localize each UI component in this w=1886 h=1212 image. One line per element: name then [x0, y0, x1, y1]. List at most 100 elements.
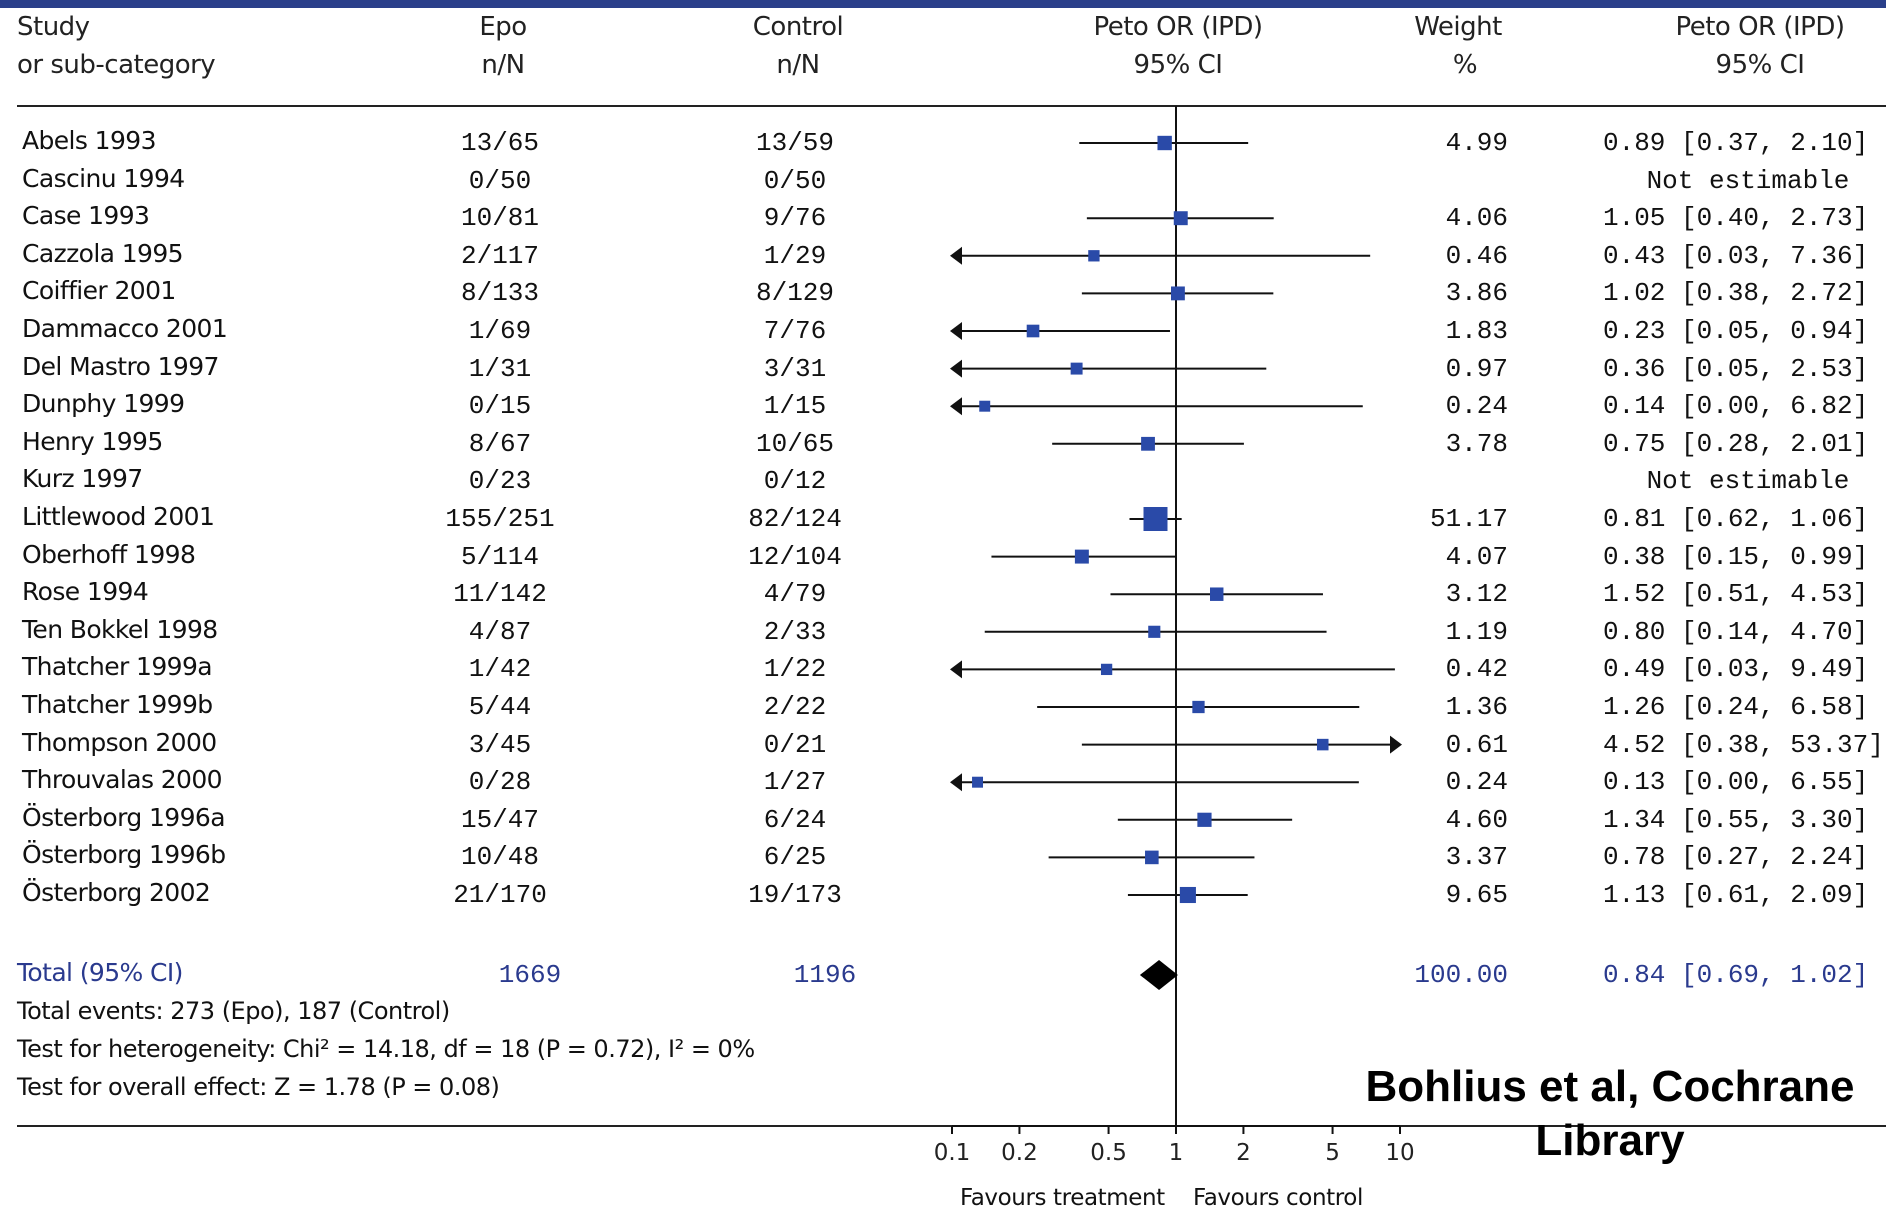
overall-effect-test: Test for overall effect: Z = 1.78 (P = 0…	[17, 1073, 500, 1101]
ci-text: 1.26 [0.24, 6.58]	[1603, 692, 1869, 722]
ci-text: 1.02 [0.38, 2.72]	[1603, 278, 1869, 309]
weight-value: 4.99	[1445, 128, 1508, 158]
ci-text: 1.05 [0.40, 2.73]	[1603, 203, 1869, 234]
total-epo: 1669	[498, 960, 562, 990]
control-count: 2/22	[763, 692, 827, 722]
weight-value: 0.42	[1445, 654, 1508, 685]
weight-value: 1.19	[1445, 616, 1508, 647]
epo-count: 1/42	[468, 654, 532, 685]
study-name: Thatcher 1999b	[22, 690, 213, 719]
study-name: Österborg 2002	[22, 878, 211, 907]
control-count: 0/50	[763, 165, 827, 196]
epo-count: 21/170	[453, 880, 547, 910]
ci-text: 0.75 [0.28, 2.01]	[1603, 428, 1869, 459]
point-estimate-square	[1157, 135, 1172, 151]
favours-treatment-label: Favours treatment	[960, 1185, 1165, 1211]
ci-text: 0.43 [0.03, 7.36]	[1603, 240, 1869, 271]
epo-count: 0/23	[468, 466, 532, 497]
study-name: Abels 1993	[22, 126, 157, 155]
epo-count: 4/87	[468, 616, 532, 647]
top-bar	[0, 0, 1886, 8]
control-count: 9/76	[763, 203, 827, 234]
epo-count: 10/81	[460, 203, 540, 234]
header-control: Control	[752, 12, 844, 42]
x-tick-label: 10	[1385, 1140, 1414, 1166]
ci-text: 0.81 [0.62, 1.06]	[1603, 504, 1869, 534]
study-name: Thatcher 1999a	[22, 652, 213, 682]
study-name: Österborg 1996b	[22, 840, 226, 870]
epo-count: 5/114	[460, 541, 540, 572]
header-subcategory: or sub-category	[17, 50, 216, 80]
control-count: 3/31	[763, 353, 827, 384]
study-name: Del Mastro 1997	[22, 351, 219, 381]
source-line-1: Bohlius et al, Cochrane	[1365, 1062, 1855, 1111]
control-count: 0/12	[763, 466, 827, 497]
ci-text: 0.36 [0.05, 2.53]	[1603, 353, 1869, 384]
x-tick-label: 2	[1236, 1140, 1251, 1166]
ci-arrow-left	[950, 359, 962, 378]
epo-count: 13/65	[460, 128, 540, 158]
point-estimate-square	[1100, 663, 1113, 676]
epo-count: 10/48	[460, 842, 540, 873]
epo-count: 0/50	[468, 165, 532, 196]
study-name: Dammacco 2001	[22, 314, 228, 343]
ci-text: 1.34 [0.55, 3.30]	[1603, 804, 1869, 835]
total-control: 1196	[793, 960, 857, 990]
ci-text: 0.80 [0.14, 4.70]	[1603, 616, 1869, 647]
epo-count: 15/47	[460, 804, 540, 835]
study-name: Dunphy 1999	[22, 389, 185, 419]
ci-text: 0.49 [0.03, 9.49]	[1603, 654, 1869, 685]
header-weight: Weight	[1414, 12, 1502, 42]
total-events: Total events: 273 (Epo), 187 (Control)	[17, 997, 450, 1025]
epo-count: 155/251	[445, 504, 555, 534]
study-name: Kurz 1997	[22, 464, 143, 494]
favours-control-label: Favours control	[1193, 1185, 1363, 1211]
point-estimate-square	[1141, 436, 1155, 451]
point-estimate-square	[1145, 850, 1159, 865]
weight-value: 4.07	[1445, 541, 1508, 572]
weight-value: 9.65	[1445, 880, 1508, 910]
header-weight-pct: %	[1452, 50, 1478, 80]
point-estimate-square	[1210, 587, 1224, 601]
control-count: 1/22	[763, 654, 827, 685]
study-name: Ten Bokkel 1998	[22, 614, 218, 644]
point-estimate-square	[1148, 625, 1161, 638]
control-count: 1/15	[763, 391, 827, 422]
source-citation: Bohlius et al, Cochrane Library	[1340, 1060, 1880, 1168]
ci-arrow-left	[950, 773, 962, 792]
control-count: 0/21	[763, 729, 827, 760]
x-tick-label: 0.1	[934, 1140, 971, 1166]
epo-count: 2/117	[460, 240, 540, 271]
ci-arrow-left	[950, 246, 962, 265]
ci-text: 0.14 [0.00, 6.82]	[1603, 391, 1869, 422]
header-peto-or-ci-2: 95% CI	[1715, 50, 1805, 80]
header-epo-nN: n/N	[481, 50, 525, 80]
header-study: Study	[17, 12, 90, 42]
control-count: 19/173	[748, 880, 842, 910]
header-epo: Epo	[479, 12, 527, 42]
point-estimate-square	[1143, 507, 1168, 531]
epo-count: 1/69	[468, 316, 532, 346]
epo-count: 8/133	[460, 278, 540, 309]
epo-count: 8/67	[468, 428, 532, 459]
x-tick-label: 5	[1325, 1140, 1340, 1166]
total-weight: 100.00	[1414, 960, 1508, 990]
control-count: 82/124	[748, 504, 842, 534]
point-estimate-square	[1197, 812, 1212, 827]
control-count: 8/129	[755, 278, 835, 309]
weight-value: 0.24	[1445, 391, 1508, 422]
point-estimate-square	[1173, 211, 1188, 226]
total-label: Total (95% CI)	[17, 958, 183, 987]
point-estimate-square	[979, 400, 991, 412]
control-count: 1/29	[763, 240, 827, 271]
ci-arrow-left	[950, 397, 962, 416]
epo-count: 11/142	[453, 579, 547, 610]
weight-value: 1.36	[1445, 692, 1508, 722]
x-tick-label: 0.5	[1090, 1140, 1127, 1166]
ci-text: 4.52 [0.38, 53.37]	[1603, 729, 1884, 760]
control-count: 7/76	[763, 316, 827, 346]
point-estimate-square	[1074, 549, 1089, 564]
header-peto-or: Peto OR (IPD)	[1093, 12, 1263, 42]
weight-value: 3.86	[1445, 278, 1508, 309]
